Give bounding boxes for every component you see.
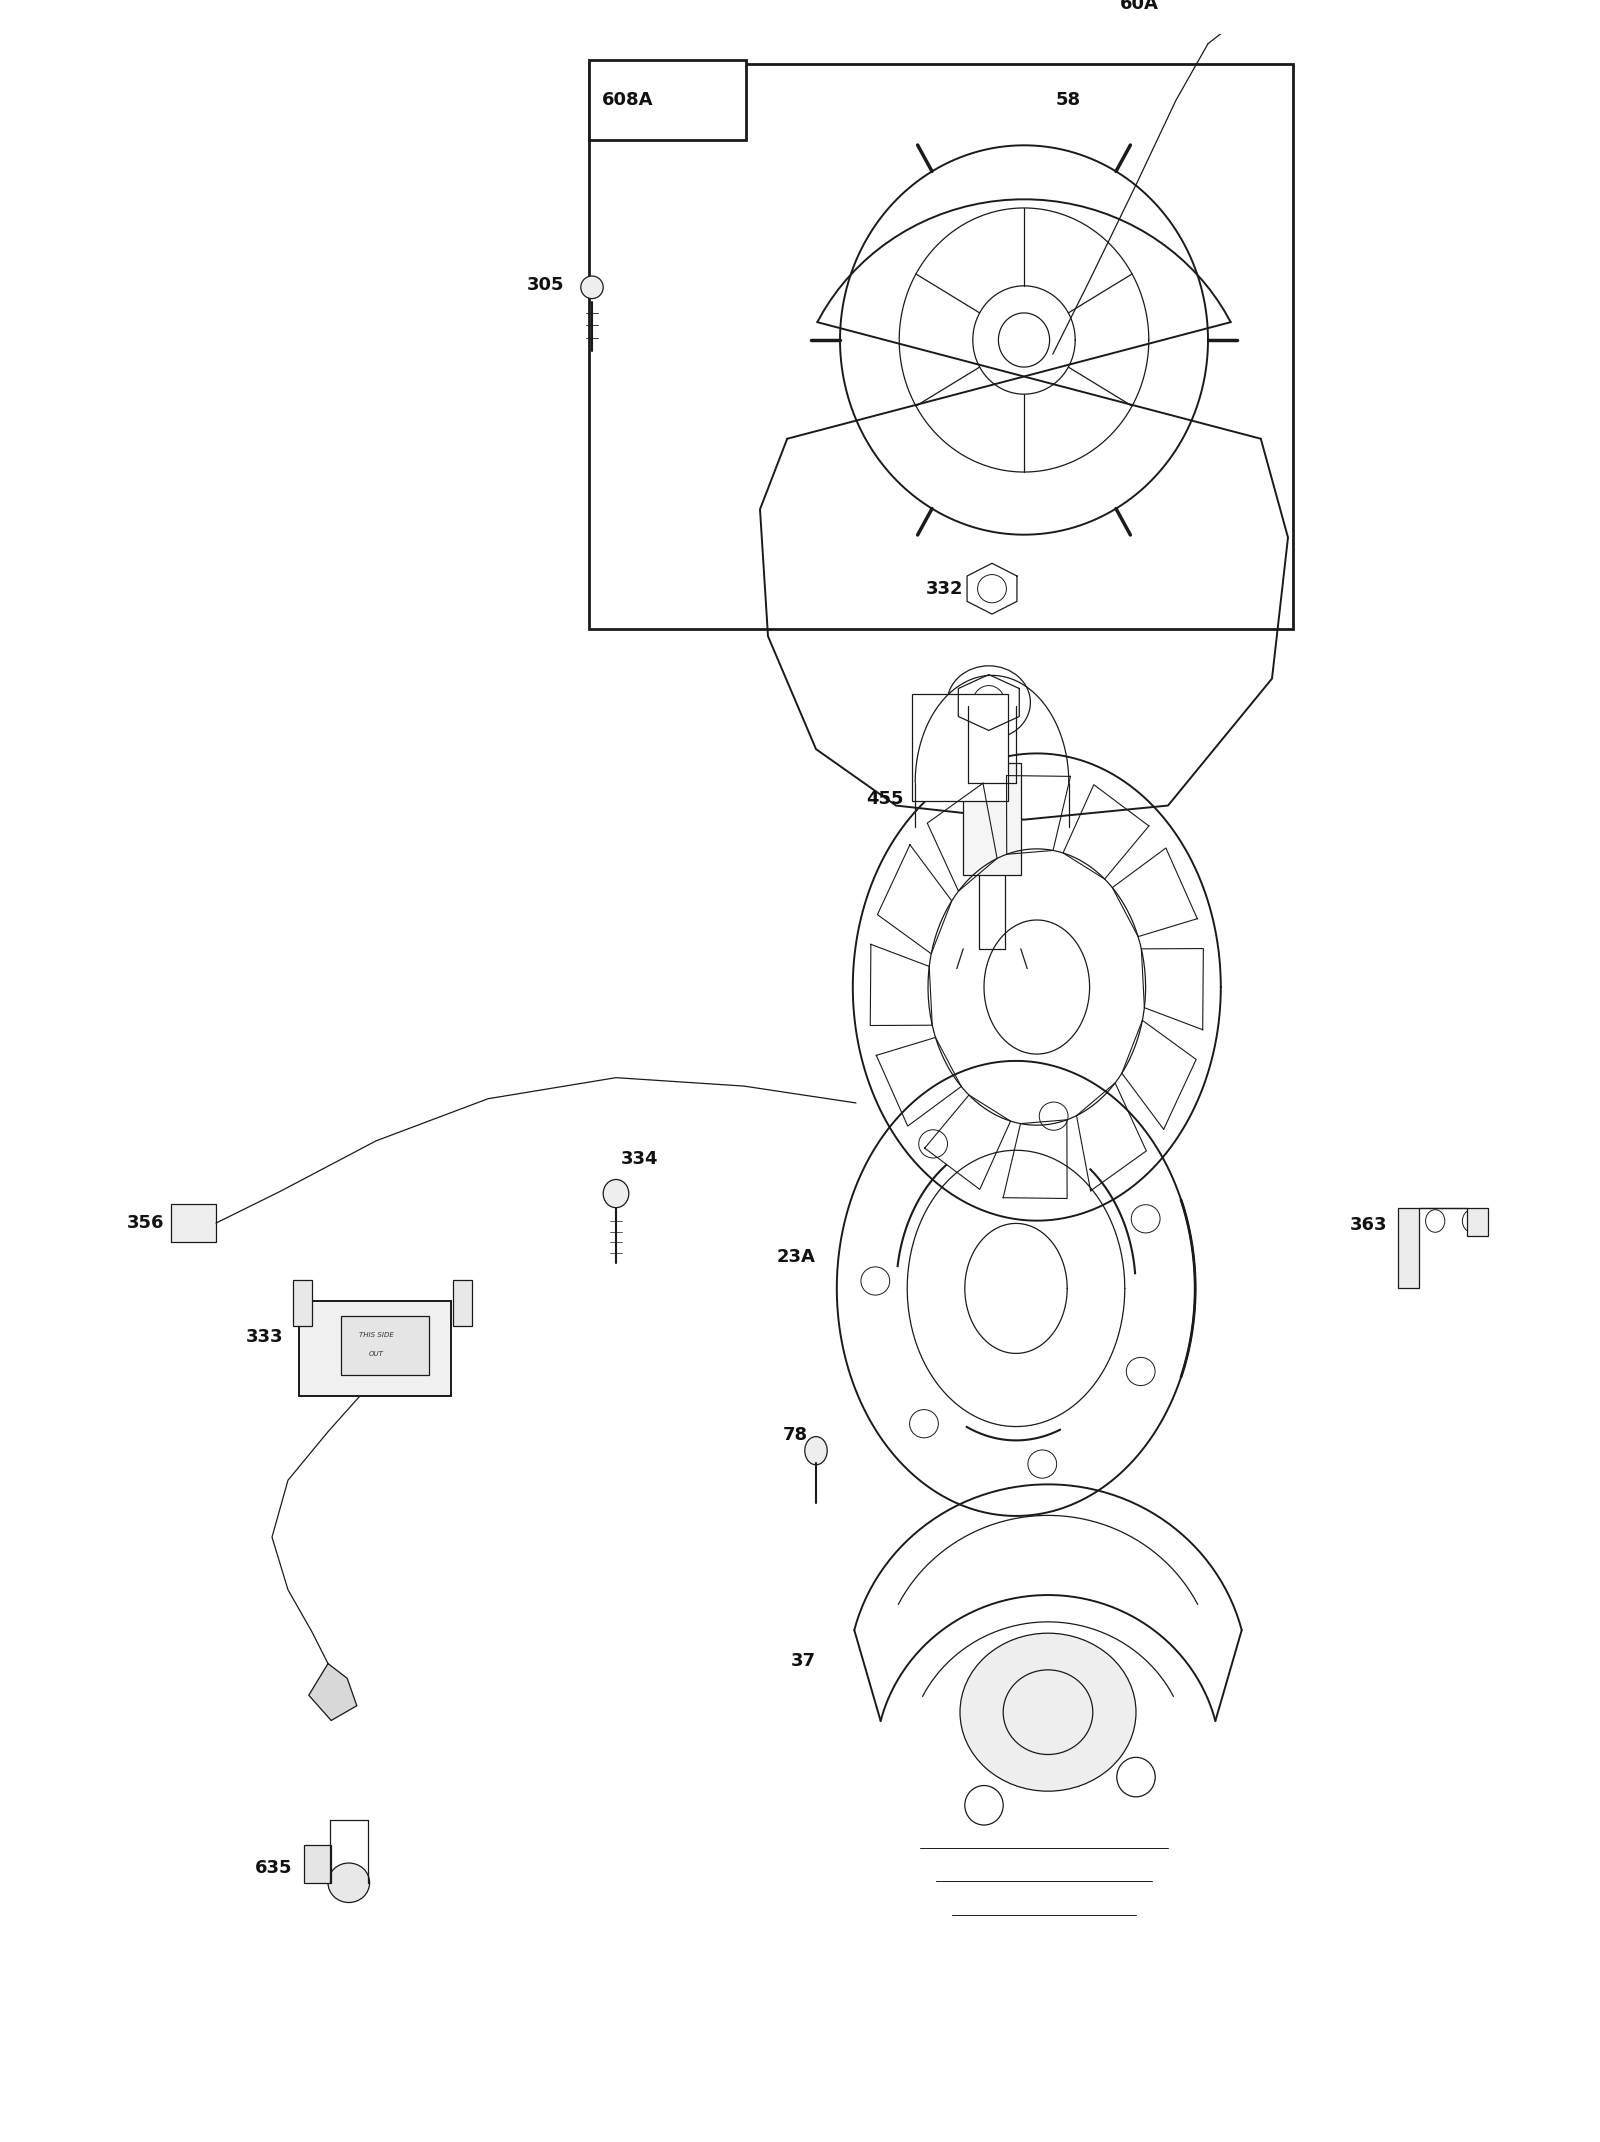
Bar (589, 60, 746, 139)
Bar (299, 1300, 451, 1397)
Bar (963, 763, 1021, 876)
Bar (912, 694, 1008, 801)
Bar (589, 64, 1293, 630)
Text: 334: 334 (621, 1150, 658, 1167)
Text: 78: 78 (782, 1427, 808, 1444)
Bar (293, 1281, 312, 1326)
Ellipse shape (960, 1632, 1136, 1791)
Text: 305: 305 (528, 276, 565, 293)
Text: 37: 37 (790, 1651, 816, 1671)
Bar (304, 1844, 331, 1883)
Text: 363: 363 (1350, 1217, 1387, 1234)
Text: OUT: OUT (368, 1352, 384, 1356)
Polygon shape (309, 1664, 357, 1720)
Ellipse shape (581, 276, 603, 298)
Text: 60A: 60A (1120, 0, 1158, 13)
Text: 356: 356 (128, 1215, 165, 1232)
Text: 455: 455 (867, 790, 904, 808)
Ellipse shape (603, 1180, 629, 1208)
Ellipse shape (328, 1864, 370, 1902)
Bar (171, 1204, 216, 1242)
Text: 332: 332 (926, 580, 963, 598)
Text: 23A: 23A (778, 1249, 816, 1266)
Text: 608A: 608A (602, 90, 653, 109)
Text: 668: 668 (918, 694, 957, 711)
Text: 1005: 1005 (949, 722, 998, 741)
Text: THIS SIDE: THIS SIDE (358, 1332, 394, 1339)
Polygon shape (1398, 1208, 1488, 1289)
Text: 635: 635 (256, 1859, 293, 1876)
Text: 333: 333 (246, 1328, 283, 1345)
Bar (453, 1281, 472, 1326)
Ellipse shape (805, 1437, 827, 1465)
Bar (341, 1315, 429, 1375)
Text: 58: 58 (1056, 92, 1082, 109)
